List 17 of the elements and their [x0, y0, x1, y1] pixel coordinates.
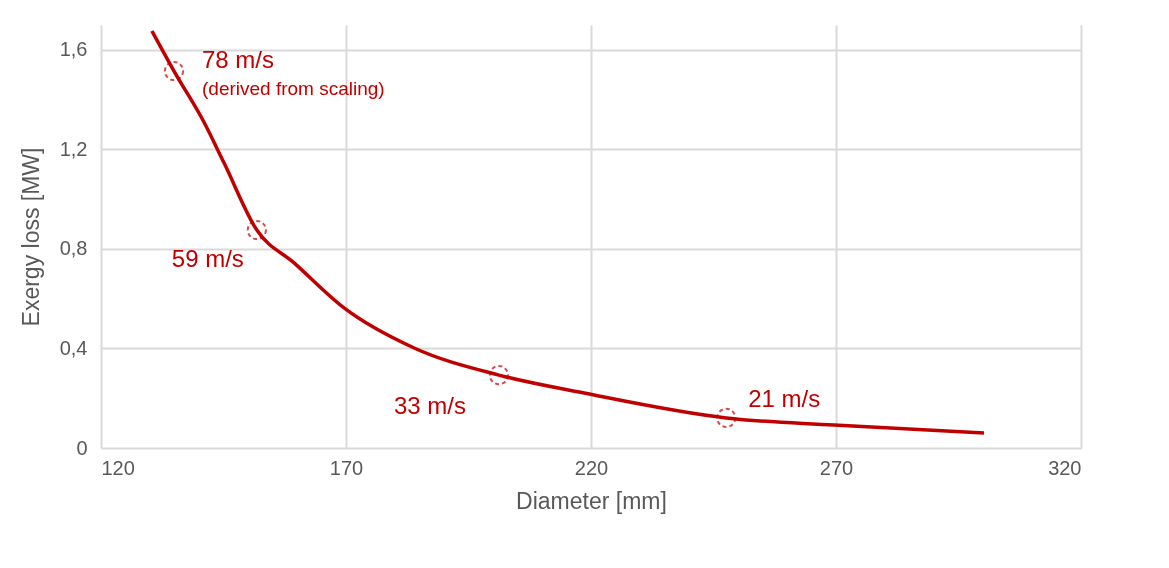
y-tick-label: 0,4 [59, 336, 88, 359]
annotation: 59 m/s [171, 245, 244, 273]
annotation: 78 m/s (derived from scaling) [202, 46, 385, 100]
x-tick-label: 120 [101, 456, 135, 479]
y-tick-label: 1,2 [59, 137, 88, 160]
annotation: 33 m/s [393, 392, 466, 420]
x-tick-label: 270 [819, 456, 854, 479]
y-axis-title: Exergy loss [MW] [17, 147, 44, 327]
line-series [150, 29, 986, 435]
x-tick-label: 320 [1048, 456, 1082, 479]
y-tick-label: 0,8 [59, 237, 88, 260]
annotation: 21 m/s [748, 384, 821, 412]
x-tick-label: 170 [329, 456, 364, 479]
y-tick-label: 0 [76, 436, 88, 459]
x-tick-label: 220 [574, 456, 609, 479]
y-tick-label: 1,6 [59, 38, 88, 61]
x-axis-title: Diameter [mm] [516, 487, 667, 514]
